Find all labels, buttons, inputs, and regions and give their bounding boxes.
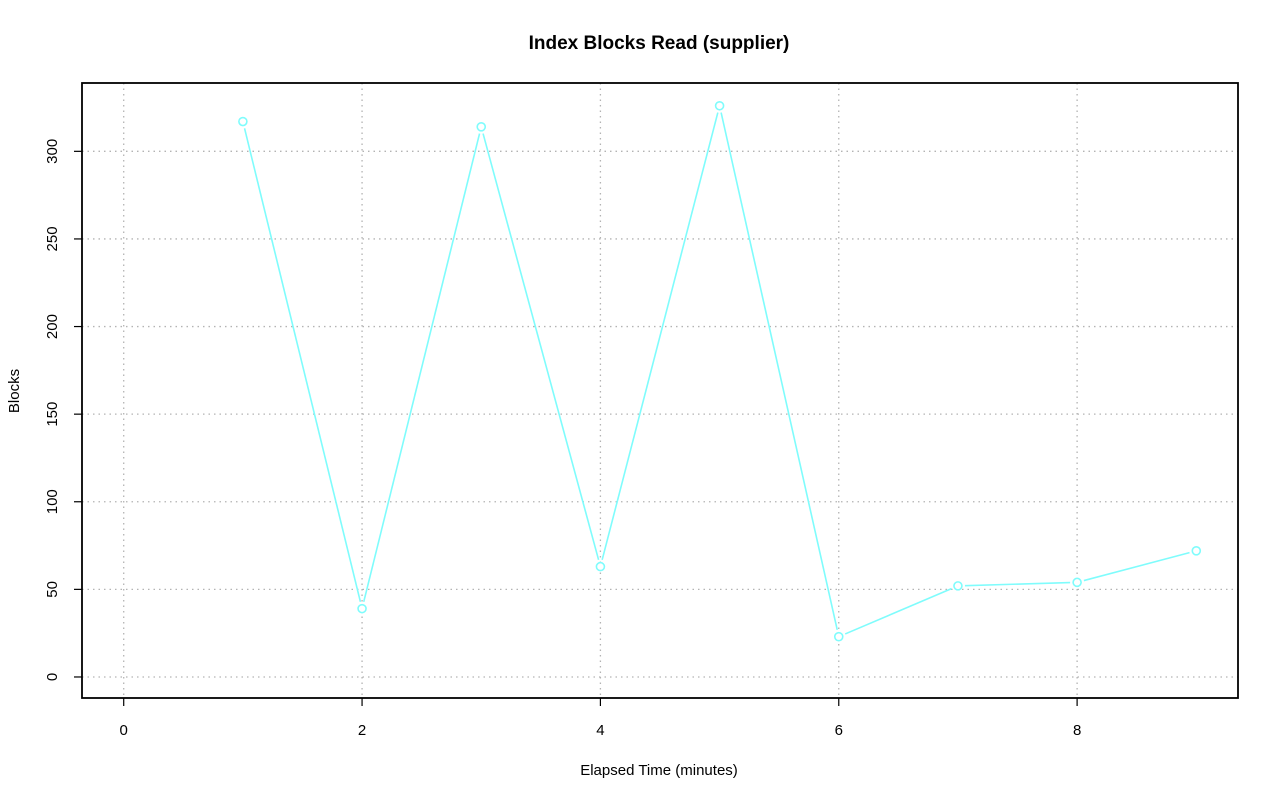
- plot-frame: [81, 82, 1239, 699]
- data-point: [714, 100, 725, 111]
- data-point: [595, 561, 606, 572]
- x-axis: 0 2 4 6 8: [120, 698, 1081, 739]
- series-0: [238, 100, 1202, 642]
- series-line-segment: [601, 112, 719, 561]
- y-tick-label: 0: [44, 673, 61, 681]
- series-line-segment: [482, 133, 600, 561]
- y-tick-label: 50: [44, 581, 61, 598]
- series-line-segment: [844, 587, 952, 635]
- series-line-segment: [1083, 551, 1190, 582]
- x-axis-label: Elapsed Time (minutes): [580, 762, 738, 779]
- x-tick-label: 2: [358, 722, 366, 739]
- y-axis: 0 50 100 150 200 250 300: [44, 139, 82, 681]
- y-tick-label: 250: [44, 226, 61, 251]
- data-point: [238, 116, 248, 127]
- data-point: [1072, 577, 1082, 588]
- data-point: [953, 581, 963, 591]
- data-point: [833, 631, 844, 642]
- data-point: [476, 122, 487, 132]
- y-tick-label: 200: [44, 314, 61, 339]
- x-tick-label: 0: [120, 722, 128, 739]
- x-tick-label: 8: [1073, 722, 1081, 739]
- x-tick-label: 6: [835, 722, 843, 739]
- data-point: [357, 603, 367, 614]
- y-tick-label: 300: [44, 139, 61, 164]
- chart-title: Index Blocks Read (supplier): [529, 33, 790, 54]
- y-tick-label: 100: [44, 489, 61, 514]
- y-axis-label: Blocks: [6, 369, 23, 413]
- y-tick-label: 150: [44, 402, 61, 427]
- series-line-segment: [243, 128, 362, 603]
- series-layer: [238, 100, 1202, 642]
- series-line-segment: [362, 133, 481, 603]
- series-line-segment: [720, 112, 839, 631]
- x-tick-label: 4: [596, 722, 604, 739]
- series-line-segment: [964, 581, 1071, 587]
- grid: [82, 83, 1238, 698]
- data-point: [1191, 546, 1202, 556]
